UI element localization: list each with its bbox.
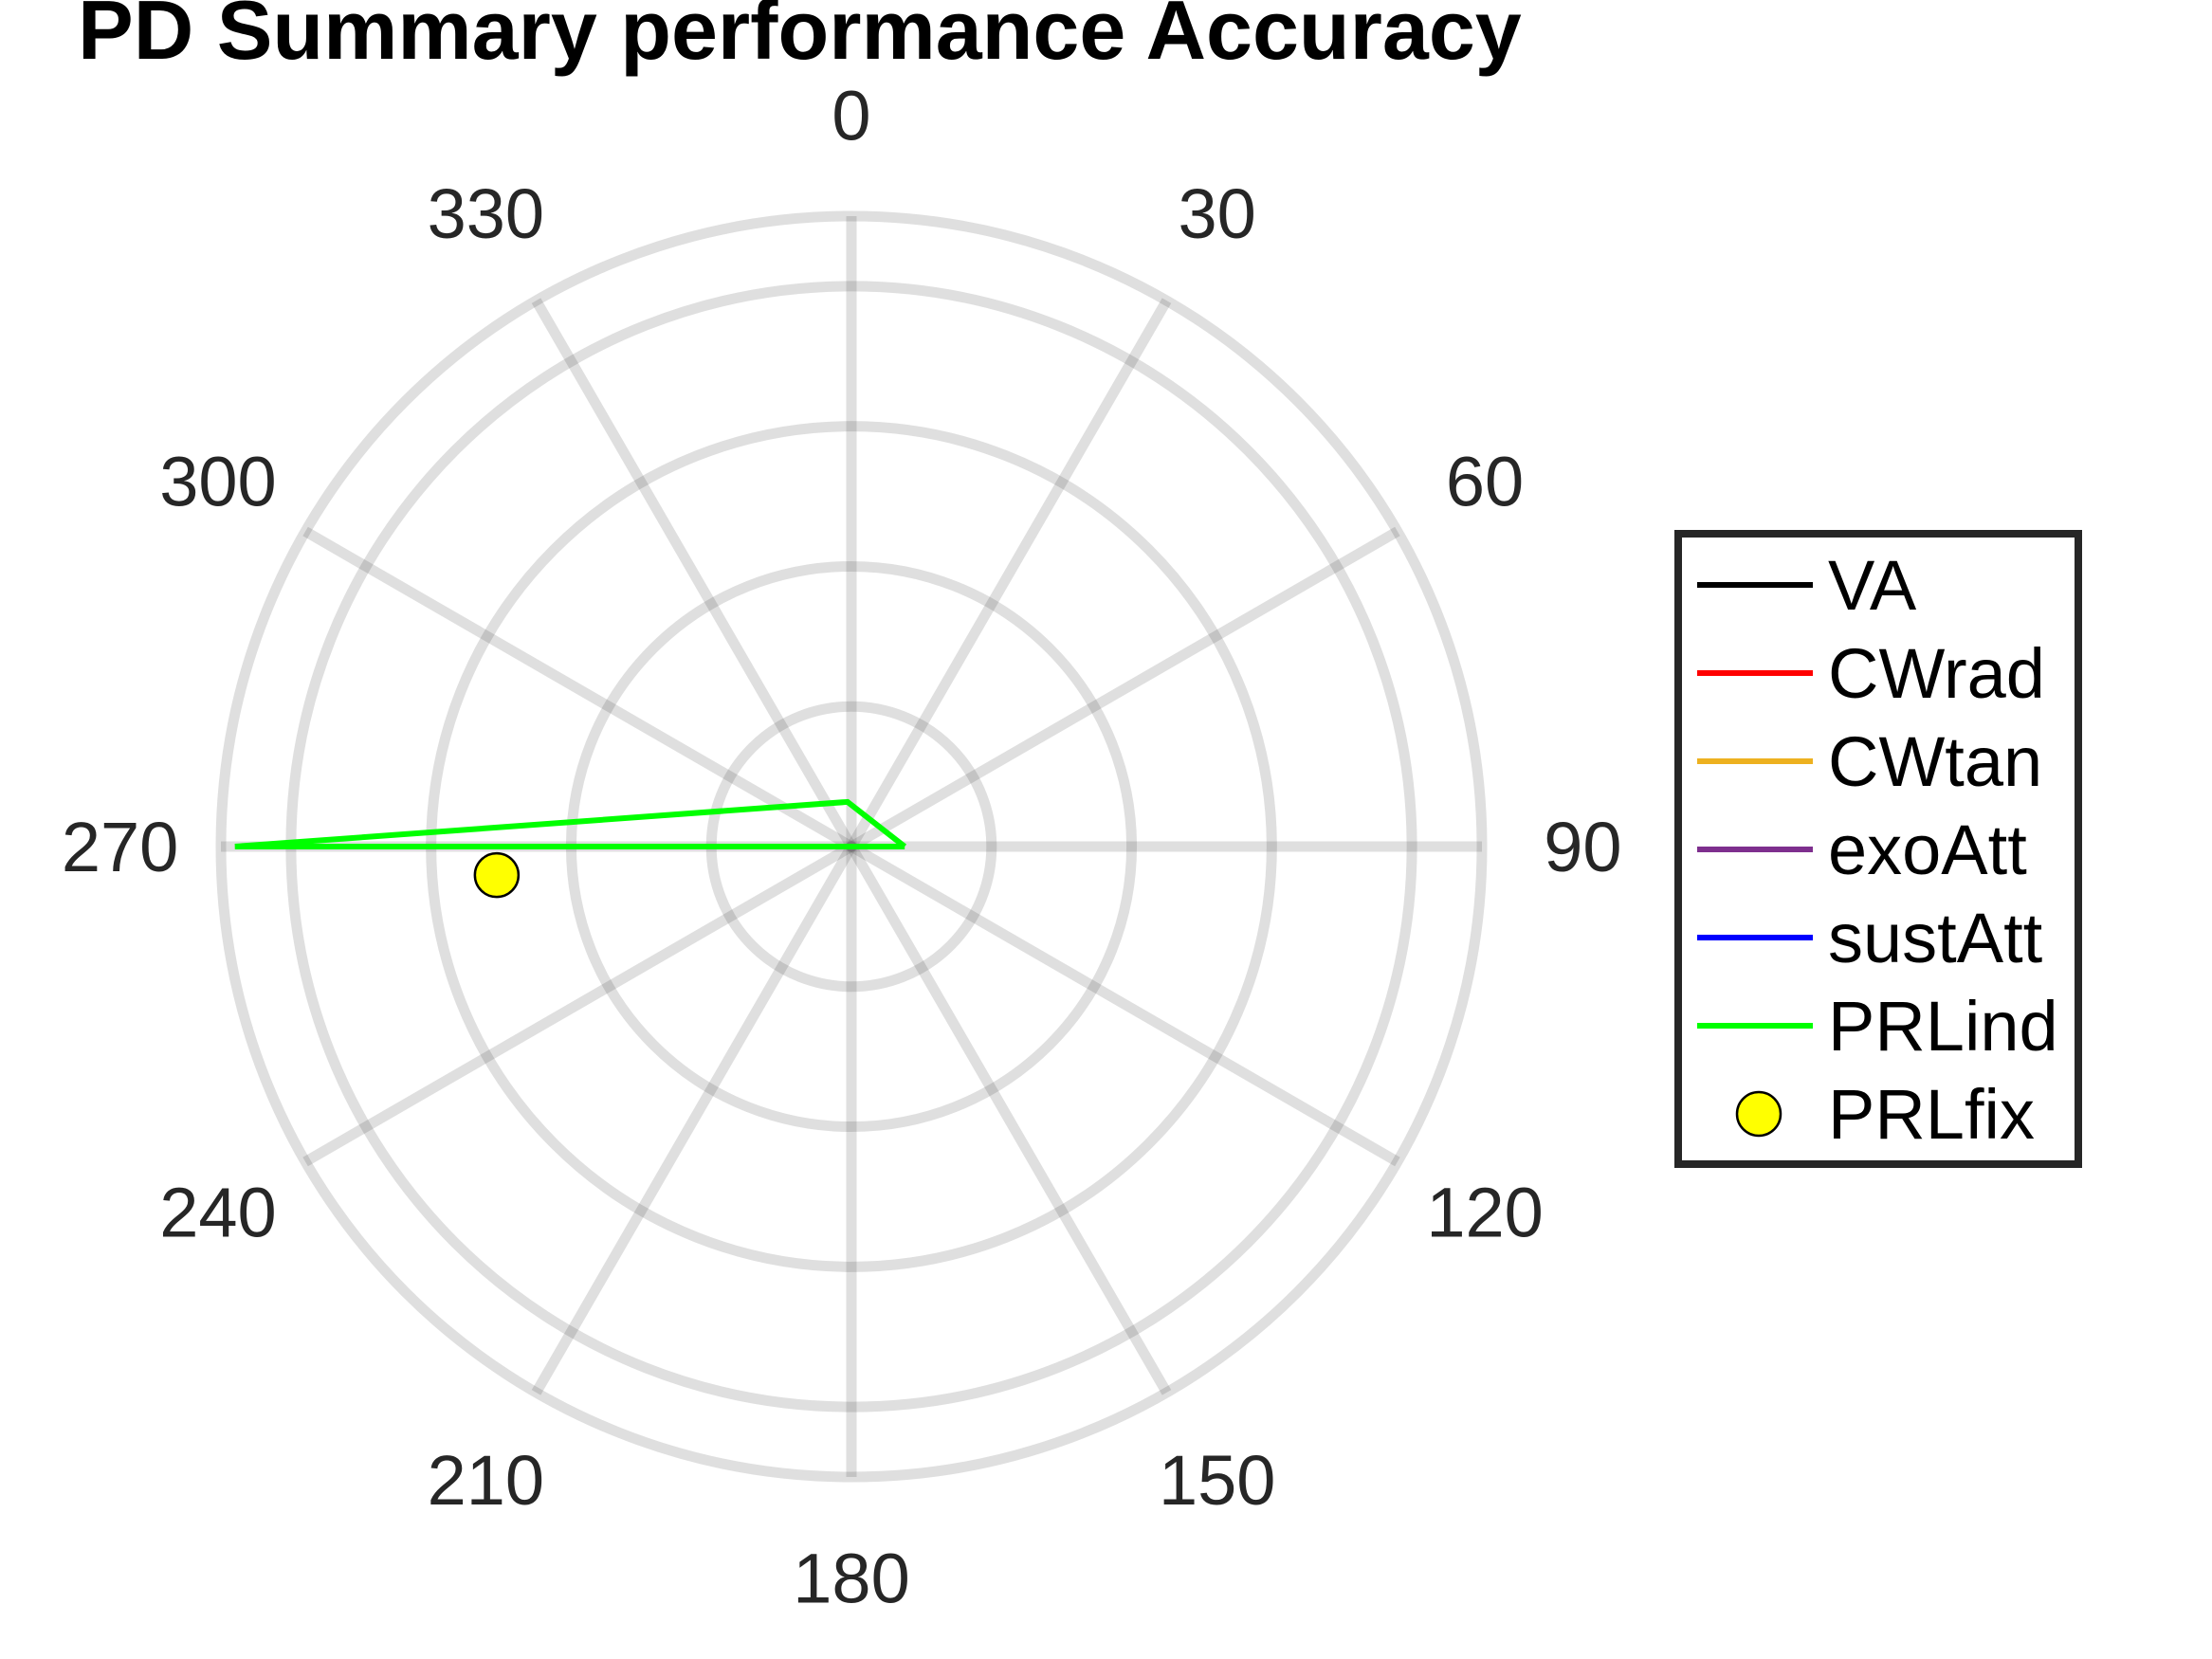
legend-label-exoAtt: exoAtt xyxy=(1828,811,2027,889)
legend-label-CWrad: CWrad xyxy=(1828,634,2045,713)
theta-tick-240: 240 xyxy=(159,1174,276,1252)
legend-label-CWtan: CWtan xyxy=(1828,722,2042,801)
theta-tick-0: 0 xyxy=(832,77,870,155)
theta-tick-90: 90 xyxy=(1544,808,1621,886)
theta-tick-330: 330 xyxy=(428,174,544,253)
legend-label-PRLind: PRLind xyxy=(1828,987,2058,1066)
theta-tick-150: 150 xyxy=(1159,1441,1275,1520)
theta-tick-60: 60 xyxy=(1446,442,1524,520)
theta-tick-120: 120 xyxy=(1426,1174,1543,1252)
chart-title: PD Summary performance Accuracy xyxy=(78,0,1522,77)
legend: VA CWrad CWtan exoAtt sustAtt PRLind PRLfix xyxy=(1678,534,2078,1164)
series-point-PRLfix-1 xyxy=(475,853,519,897)
legend-label-VA: VA xyxy=(1828,546,1917,625)
legend-marker-PRLfix xyxy=(1737,1092,1781,1136)
theta-tick-180: 180 xyxy=(793,1539,909,1617)
legend-label-sustAtt: sustAtt xyxy=(1828,899,2043,977)
theta-tick-300: 300 xyxy=(159,442,276,520)
theta-tick-210: 210 xyxy=(428,1441,544,1520)
theta-tick-270: 270 xyxy=(62,808,178,886)
legend-label-PRLfix: PRLfix xyxy=(1828,1075,2035,1154)
theta-tick-30: 30 xyxy=(1179,174,1256,253)
